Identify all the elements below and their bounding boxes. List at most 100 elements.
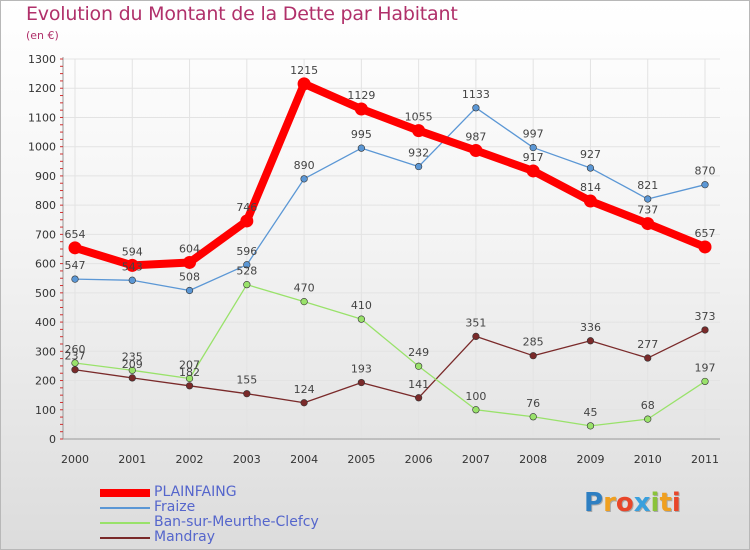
data-label: 927 [580,148,601,161]
data-label: 68 [641,399,655,412]
x-tick-label: 2011 [691,453,719,466]
data-point [469,143,483,157]
data-point [128,276,136,284]
data-point [472,104,480,112]
y-tick-label: 400 [35,316,56,329]
data-point [125,258,139,272]
data-point [243,281,251,289]
data-label: 890 [294,159,315,172]
data-point [415,362,423,370]
data-label: 737 [637,204,658,217]
legend-label: Fraize [154,499,196,515]
data-label: 76 [526,397,540,410]
x-tick-label: 2006 [405,453,433,466]
logo-letter: i [671,488,681,518]
data-label: 235 [122,350,143,363]
data-point [71,359,79,367]
data-label: 814 [580,181,601,194]
data-point [128,374,136,382]
data-label: 657 [695,227,716,240]
data-point [529,352,537,360]
data-label: 987 [465,130,486,143]
legend-label: PLAINFAING [154,484,237,500]
data-label: 594 [122,245,143,258]
data-point [415,394,423,402]
data-point [297,77,311,91]
data-point [586,164,595,172]
data-point [583,194,597,208]
data-label: 260 [65,343,86,356]
series-line-fraize [74,107,706,292]
data-label: 604 [179,242,200,255]
data-label: 917 [523,151,544,164]
y-tick-label: 600 [35,258,56,271]
data-point [71,275,79,283]
data-point [68,241,82,255]
data-point [185,374,194,383]
data-point [357,144,365,152]
data-label: 100 [465,390,486,403]
data-label: 1129 [347,89,375,102]
logo-letter: r [603,488,616,518]
x-tick-label: 2009 [576,453,604,466]
legend-swatch [100,488,150,497]
legend-swatch [100,521,150,524]
y-tick-label: 500 [35,287,56,300]
data-point [185,286,194,295]
data-label: 932 [408,147,429,160]
data-label: 995 [351,128,372,141]
data-point [357,378,365,387]
data-label: 528 [236,265,257,278]
chart-subtitle: (en €) [26,29,59,42]
data-label: 141 [408,378,429,391]
data-point [644,415,652,423]
y-tick-label: 1100 [28,111,56,124]
data-label: 508 [179,271,200,284]
y-tick-label: 0 [49,433,56,446]
data-point [185,382,194,390]
data-point [701,326,709,334]
data-label: 207 [179,358,200,371]
data-label: 197 [695,361,716,374]
data-label: 997 [523,128,544,141]
data-label: 237 [65,350,86,363]
data-label: 336 [580,321,601,334]
data-point [128,366,136,374]
data-label: 1215 [290,64,318,77]
data-label: 410 [351,299,372,312]
data-label: 1055 [405,111,433,124]
data-label: 124 [294,383,315,396]
logo-letter: i [650,488,660,518]
y-tick-label: 100 [35,404,56,417]
data-point [529,143,537,152]
data-label: 746 [236,201,257,214]
data-label: 182 [179,366,200,379]
data-label: 155 [236,374,257,387]
data-point [240,214,254,228]
data-point [300,298,308,306]
series-line-mandray [74,329,706,404]
data-point [183,255,197,269]
x-tick-label: 2008 [519,453,547,466]
data-point [71,366,79,374]
x-tick-label: 2001 [118,453,146,466]
data-point [354,102,368,116]
data-label: 870 [695,165,716,178]
data-label: 470 [294,282,315,295]
x-tick-label: 2004 [290,453,318,466]
proxiti-logo: Proxiti [584,488,681,518]
x-tick-label: 2010 [634,453,662,466]
x-tick-label: 2002 [176,453,204,466]
data-label: 351 [465,316,486,329]
y-tick-label: 800 [35,199,56,212]
series-line-ban-sur-meurthe-clefcy [74,284,706,427]
logo-letter: o [615,488,634,518]
data-point [529,413,537,421]
data-point [698,240,712,254]
data-point [472,406,480,414]
data-point [526,164,540,178]
data-point [415,162,423,171]
series-line-plainfaing [71,79,709,270]
data-label: 193 [351,363,372,376]
